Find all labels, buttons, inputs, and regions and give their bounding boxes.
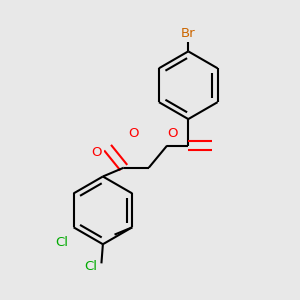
- Text: O: O: [167, 127, 177, 140]
- Text: O: O: [129, 127, 139, 140]
- Text: Br: Br: [181, 27, 196, 40]
- Text: O: O: [92, 146, 102, 159]
- Text: Cl: Cl: [85, 260, 98, 273]
- Text: Cl: Cl: [55, 236, 68, 249]
